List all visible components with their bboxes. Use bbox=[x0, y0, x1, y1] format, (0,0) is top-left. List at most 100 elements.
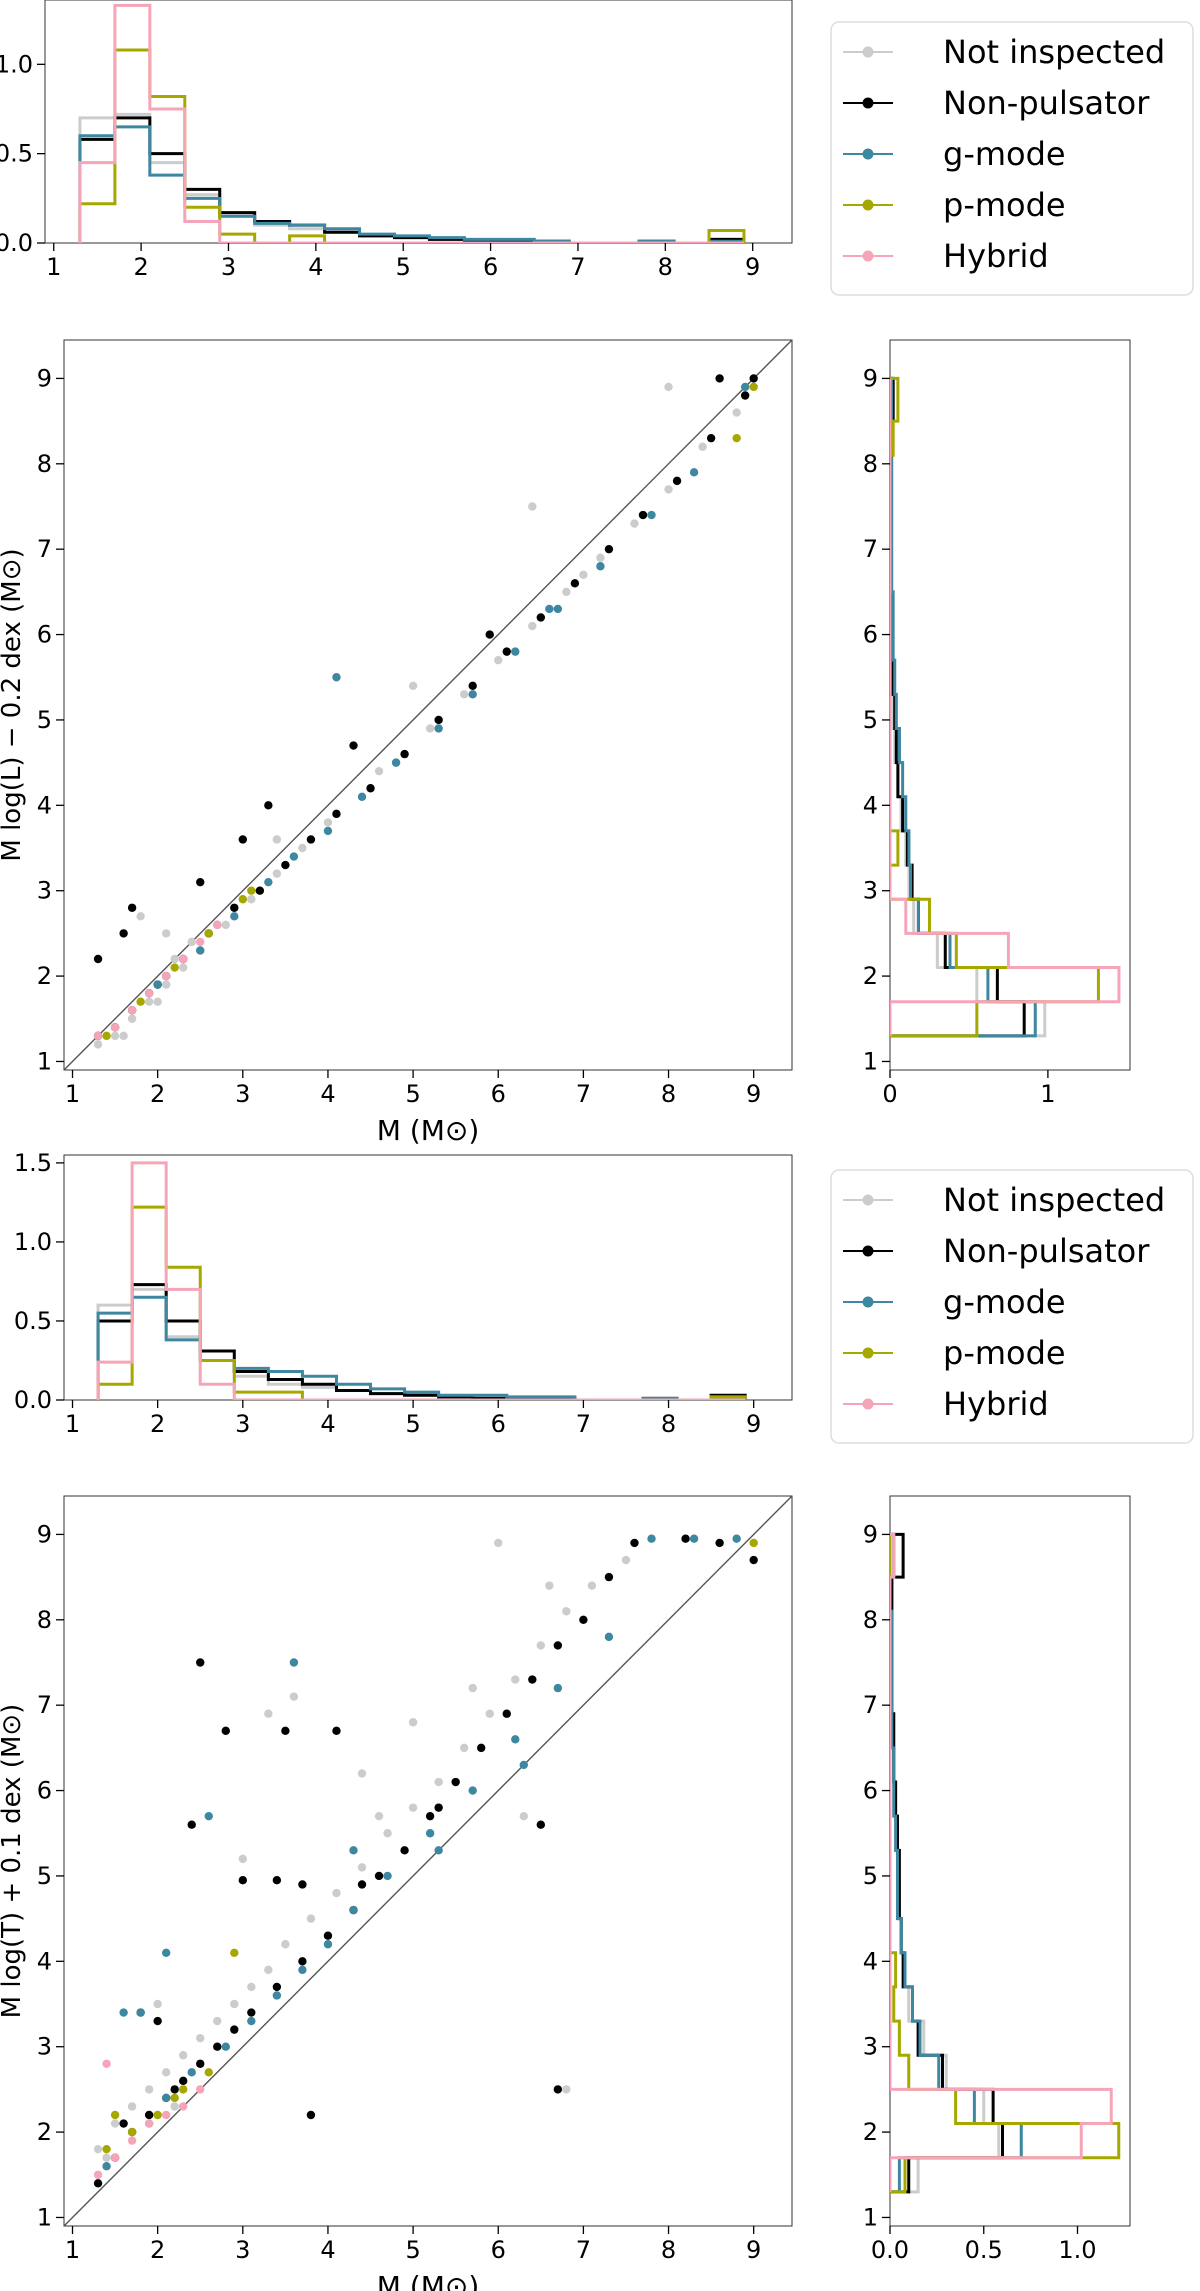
data-point bbox=[196, 2059, 205, 2068]
legend-label: Not inspected bbox=[943, 1181, 1165, 1219]
data-point bbox=[553, 2085, 563, 2094]
data-point bbox=[400, 1846, 409, 1855]
data-point bbox=[332, 1726, 341, 1735]
data-point bbox=[264, 877, 273, 887]
data-point bbox=[740, 382, 750, 392]
data-point bbox=[102, 1031, 111, 1041]
data-point bbox=[179, 2076, 188, 2086]
y-tick-label: 2 bbox=[37, 2118, 52, 2146]
y-tick-label: 6 bbox=[863, 1777, 878, 1805]
data-point bbox=[298, 843, 307, 853]
step-series-g-mode bbox=[890, 376, 1037, 1038]
data-point bbox=[255, 886, 265, 895]
y-tick-label: 8 bbox=[37, 1606, 52, 1634]
data-point bbox=[511, 1735, 520, 1744]
data-point bbox=[511, 1675, 520, 1684]
data-point bbox=[689, 468, 699, 477]
y-tick-label: 9 bbox=[37, 1520, 52, 1548]
plot-frame bbox=[889, 1495, 1131, 2227]
data-point bbox=[289, 852, 299, 861]
data-point bbox=[289, 1658, 299, 1667]
data-point bbox=[434, 715, 443, 725]
data-point bbox=[357, 792, 367, 801]
data-point bbox=[570, 579, 580, 588]
data-point bbox=[196, 2033, 205, 2043]
y-tick-label: 3 bbox=[863, 877, 878, 905]
x-tick-label: 4 bbox=[308, 253, 323, 281]
data-point bbox=[638, 510, 648, 520]
data-point bbox=[306, 1914, 316, 1923]
legend-item-not: Not inspected bbox=[843, 1181, 1165, 1219]
x-tick-label: 7 bbox=[570, 253, 585, 281]
x-tick-label: 2 bbox=[150, 2236, 165, 2264]
data-point bbox=[528, 621, 537, 631]
data-point bbox=[425, 1811, 435, 1821]
data-point bbox=[179, 954, 188, 964]
x-tick-label: 2 bbox=[133, 253, 148, 281]
legend-label: p-mode bbox=[943, 1334, 1066, 1372]
data-point bbox=[161, 2110, 171, 2120]
data-point bbox=[247, 1982, 256, 1992]
data-point bbox=[127, 2136, 137, 2145]
p-marker bbox=[862, 199, 874, 211]
x-tick-label: 8 bbox=[661, 1080, 676, 1108]
x-tick-label: 4 bbox=[320, 1410, 335, 1438]
data-point bbox=[468, 1683, 477, 1693]
data-point bbox=[494, 1538, 503, 1548]
data-point bbox=[434, 724, 443, 733]
data-point bbox=[374, 1811, 384, 1821]
y-tick-label: 1.5 bbox=[14, 1149, 52, 1177]
y-tick-label: 2 bbox=[863, 962, 878, 990]
data-point bbox=[323, 826, 333, 836]
data-point bbox=[485, 630, 494, 639]
data-point bbox=[119, 2008, 128, 2017]
x-tick-label: 1 bbox=[65, 1080, 80, 1108]
step-series-non-pulsator bbox=[890, 1532, 1004, 2194]
data-point bbox=[272, 835, 282, 844]
step-series-not-inspected bbox=[78, 112, 746, 243]
x-tick-label: 1 bbox=[1040, 1080, 1055, 1108]
data-point bbox=[247, 886, 256, 895]
data-point bbox=[706, 433, 716, 443]
data-point bbox=[562, 1607, 571, 1616]
data-point bbox=[144, 2110, 154, 2120]
data-point bbox=[161, 929, 171, 938]
data-point bbox=[519, 1760, 528, 1770]
data-point bbox=[579, 570, 588, 579]
data-point bbox=[127, 1006, 137, 1015]
y-tick-label: 0.5 bbox=[0, 140, 33, 168]
y-tick-label: 6 bbox=[37, 621, 52, 649]
scatter-series-hybrid bbox=[93, 2059, 205, 2179]
x-tick-label: 4 bbox=[320, 2236, 335, 2264]
x-tick-label: 2 bbox=[150, 1080, 165, 1108]
x-tick-label: 1 bbox=[65, 2236, 80, 2264]
data-point bbox=[562, 587, 571, 597]
data-point bbox=[204, 1811, 213, 1821]
step-series-not-inspected bbox=[890, 376, 1047, 1038]
data-point bbox=[281, 1726, 290, 1735]
data-point bbox=[272, 1982, 282, 1992]
data-point bbox=[408, 1803, 418, 1812]
data-point bbox=[110, 2110, 120, 2120]
scatter-series-p-mode bbox=[102, 382, 758, 1041]
x-tick-label: 0.0 bbox=[871, 2236, 909, 2264]
y-tick-label: 1 bbox=[37, 1047, 52, 1075]
data-point bbox=[715, 1538, 724, 1548]
x-tick-label: 3 bbox=[235, 1080, 250, 1108]
data-point bbox=[161, 971, 171, 981]
step-series-not-inspected bbox=[96, 1287, 747, 1400]
data-point bbox=[477, 1743, 486, 1753]
y-tick-label: 6 bbox=[863, 621, 878, 649]
data-point bbox=[519, 1811, 528, 1821]
y-tick-label: 4 bbox=[863, 1947, 878, 1975]
data-point bbox=[502, 1709, 511, 1718]
data-point bbox=[647, 1534, 656, 1543]
data-point bbox=[298, 1957, 307, 1966]
data-point bbox=[451, 1777, 460, 1787]
data-point bbox=[247, 895, 256, 904]
data-point bbox=[272, 869, 282, 878]
data-point bbox=[664, 382, 673, 392]
y-tick-label: 2 bbox=[863, 2118, 878, 2146]
step-series-non-pulsator bbox=[96, 1283, 747, 1400]
data-point bbox=[468, 681, 477, 690]
